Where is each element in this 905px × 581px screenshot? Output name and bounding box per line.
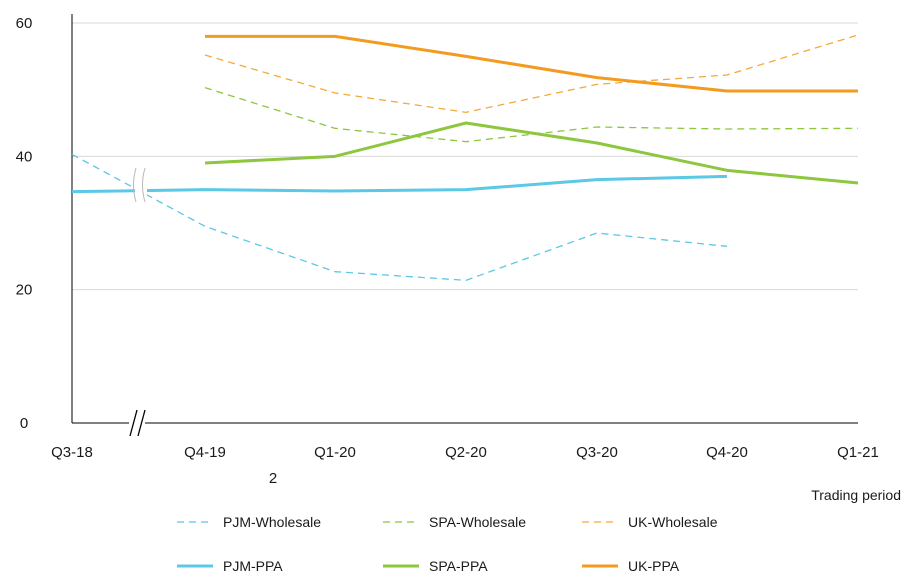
axes: [71, 14, 858, 437]
y-tick-label: 40: [16, 148, 33, 165]
x-axis-ticks: Q3-18 Q4-19 Q1-20 Q2-20 Q3-20 Q4-20 Q1-21: [51, 444, 879, 461]
legend-label: UK-Wholesale: [628, 514, 718, 530]
y-axis-ticks: 0 20 40 60: [16, 15, 33, 432]
legend-item-pjm-wholesale: PJM-Wholesale: [177, 514, 321, 530]
x-tick-label: Q4-19: [184, 444, 226, 461]
legend-label: PJM-PPA: [223, 558, 283, 574]
series-line-uk-wholesale: [204, 34, 859, 113]
series-line-spa-wholesale: [204, 87, 859, 143]
series-line-spa-ppa: [204, 121, 859, 185]
legend-item-uk-wholesale: UK-Wholesale: [582, 514, 718, 530]
x-tick-label: Q3-20: [576, 444, 618, 461]
x-tick-label: Q1-21: [837, 444, 879, 461]
y-tick-label: 0: [20, 415, 28, 432]
legend-item-pjm-ppa: PJM-PPA: [177, 558, 283, 574]
legend: PJM-Wholesale SPA-Wholesale UK-Wholesale PJ…: [177, 514, 718, 574]
axis-break-mark: [137, 409, 146, 437]
legend-item-uk-ppa: UK-PPA: [582, 558, 680, 574]
x-tick-label: Q4-20: [706, 444, 748, 461]
x-tick-label: Q3-18: [51, 444, 93, 461]
legend-label: SPA-PPA: [429, 558, 488, 574]
legend-label: UK-PPA: [628, 558, 680, 574]
gridlines: [72, 22, 858, 291]
series-line-pjm-ppa: [71, 174, 728, 194]
series-break-curve: [133, 167, 137, 203]
x-axis-title: Trading period: [811, 487, 901, 503]
series-lines: [71, 34, 859, 281]
series-break-gap: [135, 168, 147, 202]
y-tick-label: 60: [16, 15, 33, 32]
series-break-marker: [133, 167, 147, 203]
series-line-uk-ppa: [205, 34, 858, 93]
y-tick-label: 20: [16, 282, 33, 299]
axis-break-mark: [129, 409, 138, 437]
series-break-curve: [142, 167, 146, 203]
x-tick-label: Q1-20: [314, 444, 356, 461]
legend-label: SPA-Wholesale: [429, 514, 526, 530]
legend-label: PJM-Wholesale: [223, 514, 321, 530]
legend-item-spa-ppa: SPA-PPA: [383, 558, 488, 574]
legend-item-spa-wholesale: SPA-Wholesale: [383, 514, 526, 530]
series-line-pjm-wholesale: [71, 153, 728, 281]
axis-break-label: 2: [269, 470, 277, 487]
x-tick-label: Q2-20: [445, 444, 487, 461]
